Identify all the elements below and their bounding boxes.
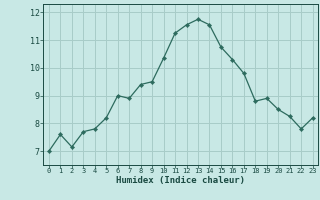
X-axis label: Humidex (Indice chaleur): Humidex (Indice chaleur) <box>116 176 245 185</box>
